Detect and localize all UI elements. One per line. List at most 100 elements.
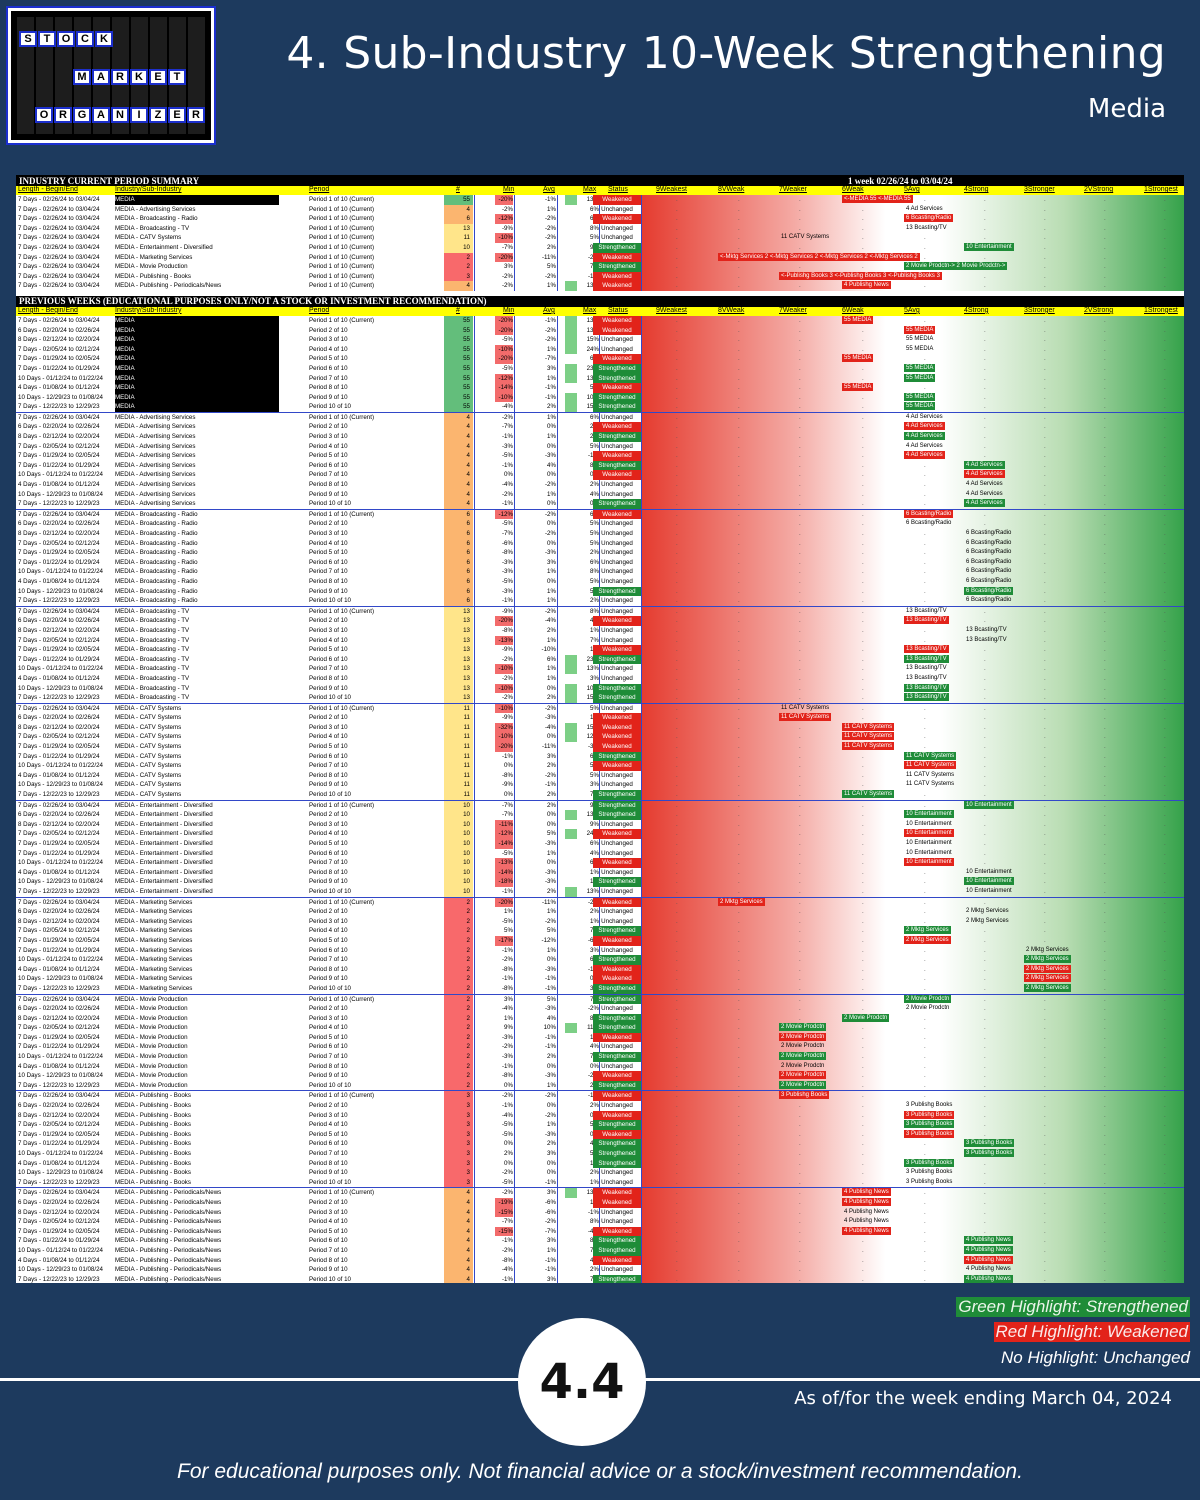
table-row: 7 Days - 02/26/24 to 03/04/24 MEDIA Period…	[16, 195, 1184, 205]
stock-count: 4	[444, 1197, 473, 1208]
heatmap-band	[641, 470, 1184, 481]
heatmap-band	[641, 974, 1184, 984]
max-value: 2%	[590, 597, 599, 605]
status-cell: Strengthened	[593, 363, 641, 374]
heat-dot: .	[924, 898, 926, 906]
table-row: 7 Days - 12/22/23 to 12/29/23 MEDIA Period…	[16, 402, 1184, 412]
industry-name: MEDIA	[115, 373, 279, 384]
heat-dot: .	[799, 215, 801, 223]
column-divider	[557, 1207, 558, 1218]
heat-dot: .	[799, 393, 801, 401]
min-value: -1%	[501, 752, 513, 760]
industry-name: MEDIA - Advertising Services	[115, 481, 196, 489]
max-value: 5%	[590, 771, 599, 779]
period-length: 4 Days - 01/08/24 to 01/12/24	[18, 481, 100, 489]
column-divider	[557, 1265, 558, 1275]
heat-dot: .	[924, 1140, 926, 1148]
column-divider	[514, 1265, 515, 1275]
min-value: -8%	[501, 626, 513, 634]
industry-name: MEDIA - Entertainment - Diversified	[115, 811, 213, 819]
heat-dot: .	[738, 771, 740, 779]
status-cell: Strengthened	[593, 402, 641, 412]
logo-letter: R	[54, 107, 72, 123]
industry-name: MEDIA - Advertising Services	[115, 452, 196, 460]
column-divider	[599, 945, 600, 956]
heat-dot: .	[1044, 898, 1046, 906]
heat-dot: .	[1104, 1005, 1106, 1013]
heat-dot: .	[862, 1102, 864, 1110]
industry-name: MEDIA - Publishing - Books	[115, 1111, 191, 1119]
heat-dot: .	[984, 1111, 986, 1119]
heat-dot: .	[1104, 224, 1106, 232]
column-divider	[474, 470, 475, 481]
heat-dot: .	[862, 984, 864, 992]
column-divider	[599, 1168, 600, 1178]
group-separator	[16, 799, 1184, 801]
period-length: 7 Days - 02/05/24 to 02/12/24	[18, 539, 100, 547]
column-divider	[514, 1158, 515, 1169]
rank-tag: <-Mktg Services 2 <-Mktg Services 2 <-Mk…	[718, 252, 920, 261]
heat-dot: .	[862, 597, 864, 605]
heat-dot: .	[738, 849, 740, 857]
industry-name: MEDIA - Advertising Services	[115, 461, 196, 469]
heat-dot: .	[862, 549, 864, 557]
table-row: 7 Days - 12/22/23 to 12/29/23 MEDIA - Mar…	[16, 983, 1184, 994]
period-label: Period 1 of 10 (Current)	[309, 253, 374, 261]
period-label: Period 9 of 10	[309, 1266, 348, 1274]
rank-tag: 4 Publishg News	[964, 1245, 1013, 1254]
column-divider	[641, 1177, 642, 1188]
industry-name: MEDIA - CATV Systems	[115, 771, 182, 779]
column-divider	[474, 1274, 475, 1283]
rank-tag: 4 Publishg News	[964, 1236, 1013, 1245]
table-row: 7 Days - 02/26/24 to 03/04/24 MEDIA - CAT…	[16, 233, 1184, 243]
max-value: 5%	[590, 442, 599, 450]
heatmap-band	[641, 1274, 1184, 1283]
heat-dot: .	[1164, 224, 1166, 232]
heat-dot: .	[1164, 1256, 1166, 1264]
industry-name: MEDIA - Broadcasting - Radio	[115, 530, 198, 537]
table-row: 7 Days - 02/05/24 to 02/12/24 MEDIA - Ent…	[16, 829, 1184, 839]
min-value: -14%	[477, 867, 513, 878]
stock-count: 3	[444, 1149, 473, 1159]
column-divider	[599, 625, 600, 636]
heat-dot: .	[1044, 830, 1046, 838]
industry-name: MEDIA - Entertainment - Diversified	[115, 820, 213, 828]
period-label: Period 1 of 10 (Current)	[309, 272, 374, 280]
heat-dot: .	[1164, 1189, 1166, 1197]
column-divider	[514, 1004, 515, 1014]
heatmap-band	[641, 635, 1184, 646]
heat-dot: .	[924, 704, 926, 712]
column-divider	[474, 635, 475, 646]
status-cell: Strengthened	[593, 751, 641, 762]
column-divider	[474, 683, 475, 694]
heatmap-band	[641, 819, 1184, 830]
column-divider	[514, 315, 515, 326]
heat-dot: .	[924, 568, 926, 576]
column-divider	[641, 703, 642, 714]
column-divider	[557, 926, 558, 936]
industry-name: MEDIA - Publishing - Periodicals/News	[115, 1198, 222, 1206]
heat-dot: .	[924, 490, 926, 498]
column-divider	[641, 1255, 642, 1266]
heat-dot: .	[799, 326, 801, 334]
column-divider	[557, 441, 558, 452]
heat-dot: .	[799, 791, 801, 799]
heat-dot: .	[984, 403, 986, 411]
period-length: 7 Days - 12/22/23 to 12/29/23	[18, 887, 100, 895]
stock-count: 11	[444, 790, 473, 800]
heat-dot: .	[1164, 1111, 1166, 1119]
heat-dot: .	[1104, 1237, 1106, 1245]
heat-dot: .	[738, 205, 740, 213]
heat-dot: .	[799, 956, 801, 964]
heat-dot: .	[862, 840, 864, 847]
column-divider	[514, 460, 515, 471]
heat-dot: .	[676, 345, 678, 353]
heat-dot: .	[676, 617, 678, 625]
heat-dot: .	[984, 791, 986, 799]
column-divider	[474, 1042, 475, 1053]
max-value: 24%	[565, 344, 599, 355]
table-row: 6 Days - 02/20/24 to 02/26/24 MEDIA - Mar…	[16, 907, 1184, 917]
table-row: 10 Days - 01/12/24 to 01/22/24 MEDIA - Ma…	[16, 955, 1184, 965]
heat-dot: .	[799, 413, 801, 421]
avg-value: 3%	[547, 1275, 556, 1283]
